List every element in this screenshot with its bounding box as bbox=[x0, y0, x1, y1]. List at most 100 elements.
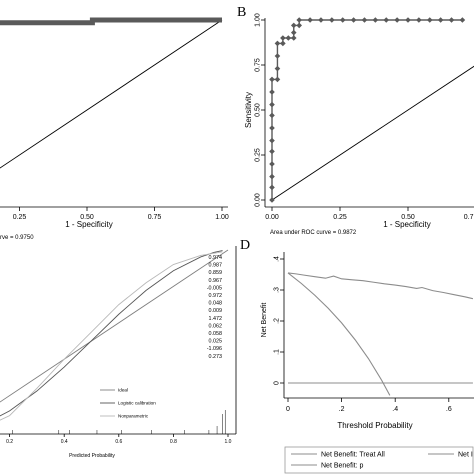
panel-d-x-axis-label: Threshold Probability bbox=[337, 421, 412, 430]
panel-d-x-tick-label: .2 bbox=[339, 406, 345, 413]
panel-c-stat-value: 0.273 bbox=[209, 354, 223, 360]
panel-c-x-tick-label: 0.8 bbox=[170, 439, 177, 445]
panel-b-roc-point bbox=[269, 76, 275, 83]
panel-c-stat-value: 0.025 bbox=[209, 339, 223, 345]
panel-c-stat-value: 0.062 bbox=[209, 323, 223, 329]
panel-b-roc-point bbox=[329, 17, 335, 23]
panel-d-legend-box bbox=[284, 446, 474, 474]
panel-b-roc-point bbox=[285, 35, 292, 41]
panel-d-legend-label: Net Benefit: p bbox=[321, 463, 364, 470]
panel-b-roc-point bbox=[290, 22, 297, 29]
panel-c-x-tick-label: 0.2 bbox=[6, 439, 13, 445]
panel-b-reference-diagonal bbox=[271, 65, 474, 201]
panel-b-y-tick-label: 0.75 bbox=[255, 58, 262, 72]
panel-b-roc-curve bbox=[271, 19, 463, 200]
panel-b-roc-point bbox=[383, 17, 390, 23]
panel-c-stat-value: 1.472 bbox=[209, 316, 223, 322]
panel-b-roc-point bbox=[269, 184, 275, 191]
panel-b-auc-annotation: Area under ROC curve = 0.9872 bbox=[270, 230, 357, 236]
panel-d-y-tick-label: .1 bbox=[274, 349, 281, 355]
panel-d-y-axis-label: Net Benefit bbox=[261, 303, 268, 338]
panel-b-roc-point bbox=[274, 53, 281, 59]
panel-b-plot-area bbox=[269, 17, 474, 203]
panel-b-roc-point bbox=[269, 125, 275, 131]
panel-b-ticks: 0.00 0.25 0.50 0.7 0.00 0.25 0.50 0.75 1.00 bbox=[255, 13, 474, 221]
panel-b-roc-point bbox=[394, 17, 400, 23]
panel-c-nonparametric-curve bbox=[0, 251, 223, 421]
panel-b-roc-point bbox=[339, 17, 346, 23]
panel-b-y-axis-label: Sensitivity bbox=[244, 92, 253, 128]
panel-b-roc-point bbox=[269, 173, 275, 180]
panel-b-x-tick-label: 0.50 bbox=[401, 214, 415, 221]
panel-c-stat-value: 0.048 bbox=[209, 301, 223, 307]
panel-a-auc-annotation: rve = 0.9750 bbox=[0, 235, 34, 241]
panel-c-legend-label: Nonparametric bbox=[118, 414, 149, 419]
panel-b-roc-point bbox=[426, 17, 433, 23]
panel-a-x-tick-label: 0.75 bbox=[148, 214, 162, 221]
panel-b-roc-point bbox=[274, 76, 281, 83]
panel-b-roc-point bbox=[269, 89, 275, 95]
panel-d-x-tick-label: .6 bbox=[446, 406, 452, 413]
panel-c-legend: Ideal Logistic calibration Nonparametric bbox=[100, 388, 156, 419]
panel-b-roc-point bbox=[269, 148, 275, 155]
panel-b-roc-point bbox=[459, 17, 466, 23]
panel-b-roc-point bbox=[437, 17, 444, 23]
panel-c-stat-value: -1.096 bbox=[207, 346, 222, 352]
panel-b-roc-point bbox=[350, 17, 357, 23]
panel-b-roc-point bbox=[269, 137, 275, 144]
panel-b-roc-point bbox=[269, 197, 275, 203]
panel-c-stat-value: 0.859 bbox=[209, 270, 223, 276]
panel-b-roc-point bbox=[269, 101, 275, 108]
panel-c-logistic-calibration-curve bbox=[0, 250, 223, 417]
panel-b-y-tick-label: 0.25 bbox=[255, 148, 262, 162]
panel-c-stat-value: -0.005 bbox=[207, 285, 222, 291]
panel-d-decision-curve-chart: D 0 .2 .4 .6 0 .1 .2 .3 .4 Net Benefit Threshold… bbox=[240, 238, 474, 474]
panel-d-treat-all-curve bbox=[287, 272, 391, 396]
panel-c-stat-value: 0.009 bbox=[209, 308, 223, 314]
panel-b-x-tick-label: 0.25 bbox=[333, 214, 347, 221]
panel-a-plot-area bbox=[0, 17, 223, 169]
panel-c-legend-label: Ideal bbox=[118, 388, 128, 393]
panel-b-y-tick-label: 0.00 bbox=[255, 193, 262, 207]
panel-a-roc-curve bbox=[0, 17, 222, 26]
panel-d-x-tick-label: 0 bbox=[286, 406, 290, 413]
panel-d-legend-label: Net I bbox=[458, 452, 473, 459]
panel-a-reference-diagonal bbox=[0, 19, 223, 169]
panel-c-x-tick-label: 1.0 bbox=[225, 439, 232, 445]
panel-c-x-ticks: 0.2 0.4 0.6 0.8 1.0 bbox=[6, 434, 232, 445]
panel-a-x-tick-label: 1.00 bbox=[215, 214, 229, 221]
panel-a-roc-chart: 0.25 0.50 0.75 1.00 1 - Specificity rve = 0… bbox=[0, 17, 229, 241]
panel-b-roc-point bbox=[405, 17, 411, 23]
panel-a-x-tick-label: 0.25 bbox=[13, 214, 27, 221]
panel-b-x-tick-label: 0.00 bbox=[265, 214, 279, 221]
panel-b-roc-point bbox=[274, 65, 281, 72]
panel-c-x-axis-label: Predicted Probability bbox=[69, 453, 115, 459]
panel-b-y-tick-label: 1.00 bbox=[255, 13, 262, 27]
panel-b-roc-point bbox=[290, 29, 297, 36]
panel-b-roc-point bbox=[269, 161, 275, 167]
panel-b-roc-point bbox=[307, 17, 313, 23]
panel-b-roc-point bbox=[361, 17, 368, 23]
panel-d-legend: Net Benefit: Treat All Net Benefit: p Net … bbox=[291, 452, 473, 470]
panel-c-stat-value: 0.972 bbox=[209, 293, 223, 299]
panel-b-label: B bbox=[237, 5, 246, 20]
panel-b-roc-point bbox=[296, 17, 302, 23]
panel-c-stat-value: 0.987 bbox=[209, 263, 223, 269]
panel-b-roc-point bbox=[290, 35, 297, 41]
panel-c-ideal-line bbox=[0, 249, 229, 403]
panel-c-plot-area bbox=[0, 249, 229, 434]
panel-b-roc-point bbox=[269, 112, 275, 119]
panel-a-x-axis-label: 1 - Specificity bbox=[65, 220, 113, 229]
panel-b-roc-point bbox=[280, 40, 286, 47]
panel-a-x-tick-label: 0.50 bbox=[80, 214, 94, 221]
panel-d-y-tick-label: .3 bbox=[274, 287, 281, 293]
panel-b-roc-point bbox=[318, 17, 324, 23]
panel-d-label: D bbox=[240, 238, 250, 253]
panel-b-y-tick-label: 0.50 bbox=[255, 103, 262, 117]
panel-c-stat-value: 0.967 bbox=[209, 278, 223, 284]
panel-b-roc-chart: B 0.00 0.25 0.50 0.7 0.00 0.25 0.50 0.75 1.00 Se… bbox=[237, 5, 474, 236]
panel-d-y-tick-label: 0 bbox=[274, 381, 281, 385]
